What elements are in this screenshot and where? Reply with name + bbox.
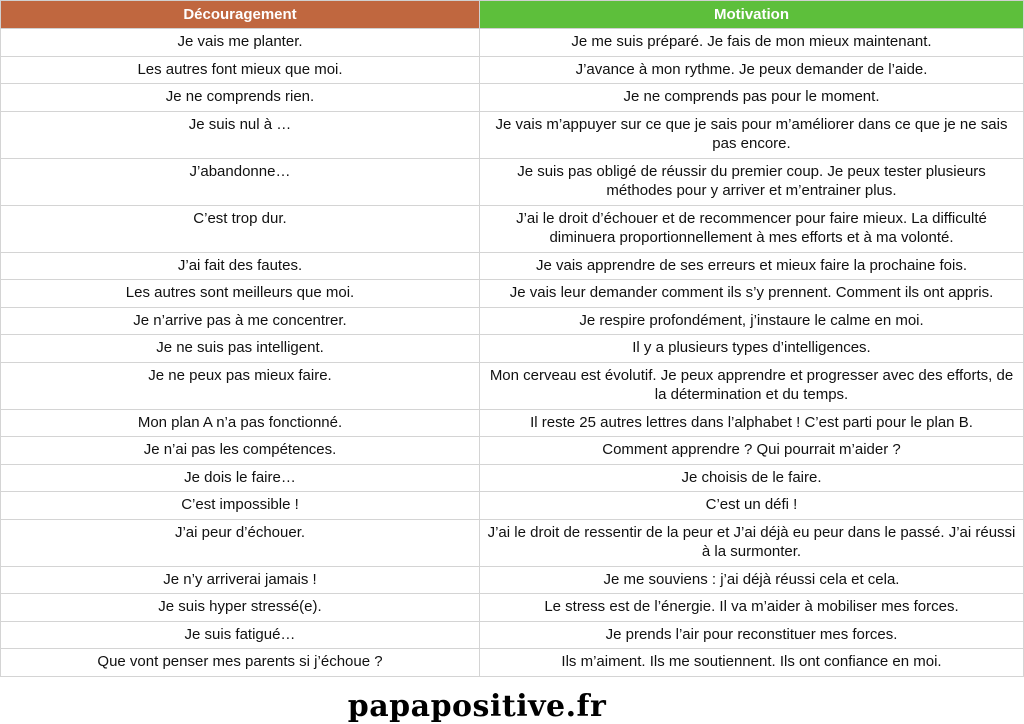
attitude-table: Découragement Motivation Je vais me plan…: [0, 0, 1024, 677]
motivation-cell: J’ai le droit de ressentir de la peur et…: [479, 518, 1024, 567]
motivation-cell: Je suis pas obligé de réussir du premier…: [479, 157, 1024, 206]
discouragement-cell: Je n’y arriverai jamais !: [0, 565, 480, 594]
discouragement-cell: C’est impossible !: [0, 491, 480, 520]
discouragement-cell: J’ai fait des fautes.: [0, 251, 480, 280]
table-row: Je vais me planter. Je me suis préparé. J…: [0, 28, 1024, 57]
discouragement-cell: Les autres sont meilleurs que moi.: [0, 279, 480, 308]
table-row: Je suis fatigué… Je prends l’air pour rec…: [0, 620, 1024, 649]
discouragement-cell: Je vais me planter.: [0, 28, 480, 57]
table-row: Les autres sont meilleurs que moi. Je vai…: [0, 279, 1024, 308]
table-row: Je dois le faire… Je choisis de le faire.: [0, 463, 1024, 492]
table-row: J’ai peur d’échouer. J’ai le droit de res…: [0, 518, 1024, 567]
motivation-cell: Je prends l’air pour reconstituer mes fo…: [479, 620, 1024, 649]
table-row: J’ai fait des fautes. Je vais apprendre d…: [0, 251, 1024, 280]
discouragement-cell: Mon plan A n’a pas fonctionné.: [0, 408, 480, 437]
table-row: Je suis nul à … Je vais m’appuyer sur ce …: [0, 110, 1024, 159]
table-row: C’est trop dur. J’ai le droit d’échouer e…: [0, 204, 1024, 253]
motivation-cell: C’est un défi !: [479, 491, 1024, 520]
discouragement-cell: Je suis hyper stressé(e).: [0, 593, 480, 622]
motivation-cell: J’ai le droit d’échouer et de recommence…: [479, 204, 1024, 253]
discouragement-cell: J’ai peur d’échouer.: [0, 518, 480, 567]
table-header: Découragement Motivation: [0, 0, 1024, 29]
discouragement-cell: Je ne suis pas intelligent.: [0, 334, 480, 363]
header-motivation: Motivation: [479, 0, 1024, 29]
discouragement-cell: Je dois le faire…: [0, 463, 480, 492]
motivation-cell: Je vais m’appuyer sur ce que je sais pou…: [479, 110, 1024, 159]
table-row: Je n’arrive pas à me concentrer. Je respi…: [0, 306, 1024, 335]
discouragement-cell: Que vont penser mes parents si j’échoue …: [0, 648, 480, 677]
motivation-cell: Je me suis préparé. Je fais de mon mieux…: [479, 28, 1024, 57]
table-row: Que vont penser mes parents si j’échoue …: [0, 648, 1024, 677]
table-row: C’est impossible ! C’est un défi !: [0, 491, 1024, 520]
table-row: Les autres font mieux que moi. J’avance à…: [0, 55, 1024, 84]
motivation-cell: J’avance à mon rythme. Je peux demander …: [479, 55, 1024, 84]
motivation-cell: Je vais leur demander comment ils s’y pr…: [479, 279, 1024, 308]
motivation-cell: Je respire profondément, j’instaure le c…: [479, 306, 1024, 335]
discouragement-cell: C’est trop dur.: [0, 204, 480, 253]
motivation-cell: Il reste 25 autres lettres dans l’alphab…: [479, 408, 1024, 437]
discouragement-cell: Je n’ai pas les compétences.: [0, 436, 480, 465]
table-row: Je n’ai pas les compétences. Comment appr…: [0, 436, 1024, 465]
header-discouragement: Découragement: [0, 0, 480, 29]
table-row: J’abandonne… Je suis pas obligé de réussi…: [0, 157, 1024, 206]
motivation-cell: Comment apprendre ? Qui pourrait m’aider…: [479, 436, 1024, 465]
discouragement-cell: J’abandonne…: [0, 157, 480, 206]
discouragement-cell: Je n’arrive pas à me concentrer.: [0, 306, 480, 335]
discouragement-cell: Je ne peux pas mieux faire.: [0, 361, 480, 410]
motivation-cell: Ils m’aiment. Ils me soutiennent. Ils on…: [479, 648, 1024, 677]
motivation-cell: Je vais apprendre de ses erreurs et mieu…: [479, 251, 1024, 280]
motivation-cell: Je ne comprends pas pour le moment.: [479, 83, 1024, 112]
table-row: Je n’y arriverai jamais ! Je me souviens …: [0, 565, 1024, 594]
discouragement-cell: Je suis nul à …: [0, 110, 480, 159]
table-row: Je ne comprends rien. Je ne comprends pas…: [0, 83, 1024, 112]
brand-logo-text: papapositive.fr: [347, 688, 607, 724]
motivation-cell: Le stress est de l’énergie. Il va m’aide…: [479, 593, 1024, 622]
motivation-cell: Mon cerveau est évolutif. Je peux appren…: [479, 361, 1024, 410]
motivation-cell: Il y a plusieurs types d’intelligences.: [479, 334, 1024, 363]
table-row: Je ne peux pas mieux faire. Mon cerveau e…: [0, 361, 1024, 410]
discouragement-cell: Je ne comprends rien.: [0, 83, 480, 112]
table-row: Je suis hyper stressé(e). Le stress est d…: [0, 593, 1024, 622]
table-row: Mon plan A n’a pas fonctionné. Il reste 2…: [0, 408, 1024, 437]
table-row: Je ne suis pas intelligent. Il y a plusie…: [0, 334, 1024, 363]
motivation-cell: Je choisis de le faire.: [479, 463, 1024, 492]
discouragement-cell: Les autres font mieux que moi.: [0, 55, 480, 84]
discouragement-cell: Je suis fatigué…: [0, 620, 480, 649]
motivation-cell: Je me souviens : j’ai déjà réussi cela e…: [479, 565, 1024, 594]
